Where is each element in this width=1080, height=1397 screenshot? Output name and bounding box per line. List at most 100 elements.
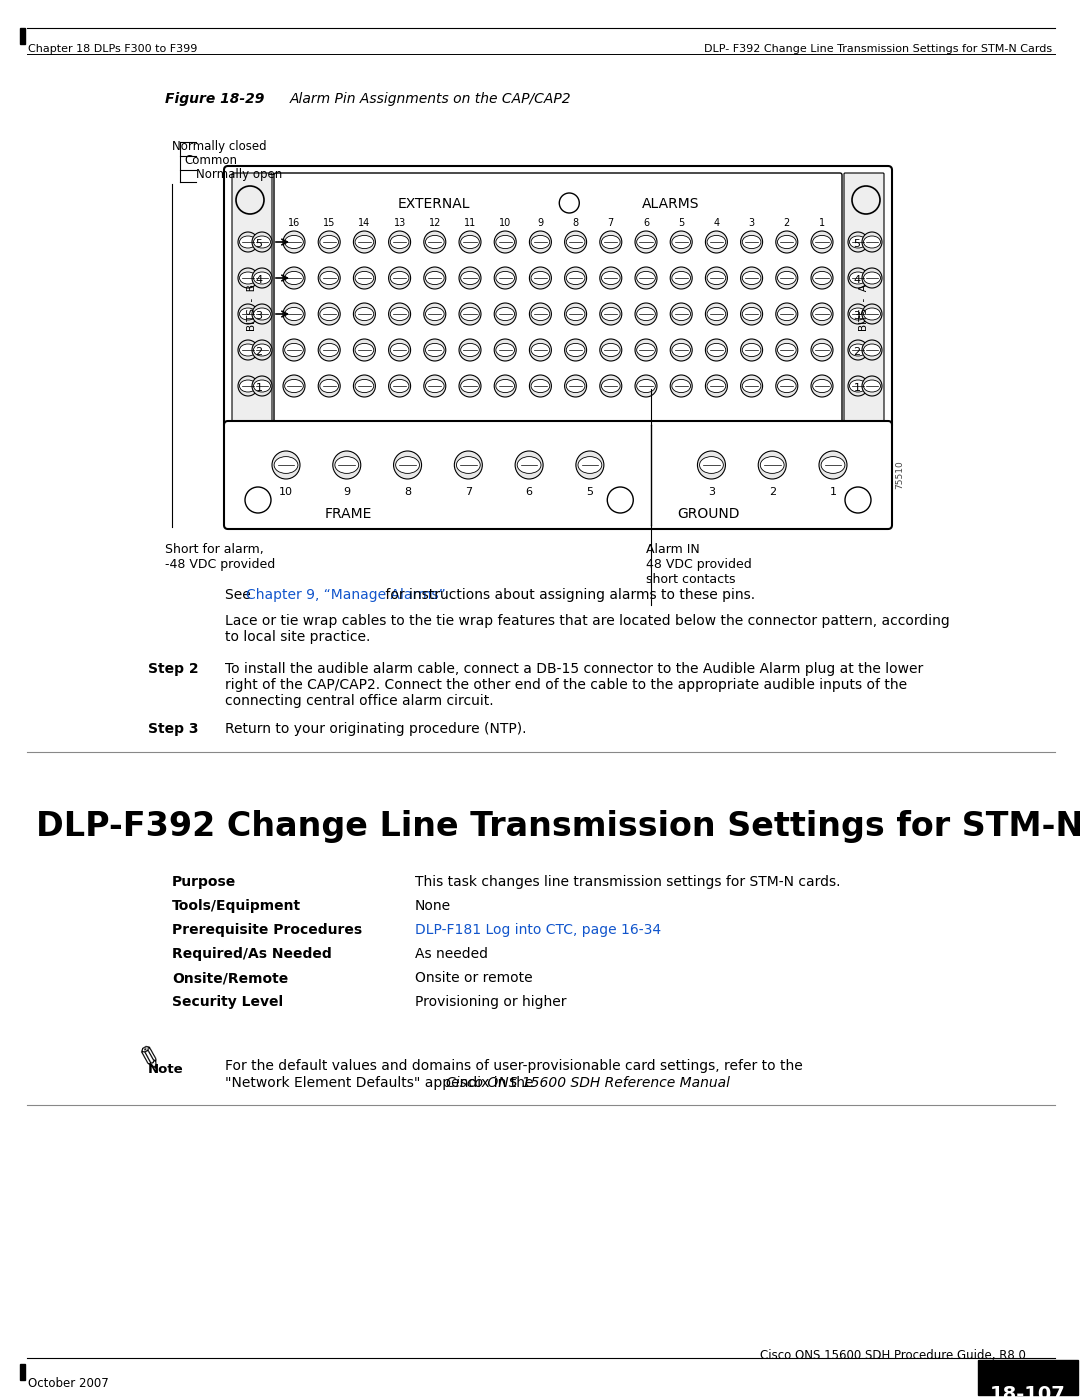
Ellipse shape (602, 344, 620, 356)
Ellipse shape (636, 307, 656, 320)
Ellipse shape (742, 380, 761, 393)
Ellipse shape (742, 236, 761, 249)
Circle shape (862, 339, 882, 360)
Circle shape (495, 267, 516, 289)
Circle shape (565, 374, 586, 397)
Circle shape (635, 303, 657, 326)
Ellipse shape (240, 272, 257, 284)
Circle shape (705, 339, 728, 360)
Ellipse shape (335, 457, 359, 474)
Text: Normally closed: Normally closed (172, 140, 267, 154)
Ellipse shape (602, 307, 620, 320)
Ellipse shape (778, 307, 796, 320)
Circle shape (529, 231, 552, 253)
Text: 5: 5 (256, 239, 262, 249)
Ellipse shape (457, 457, 481, 474)
Text: Alarm IN: Alarm IN (646, 543, 700, 556)
Ellipse shape (672, 380, 690, 393)
Circle shape (848, 232, 868, 251)
Text: For the default values and domains of user-provisionable card settings, refer to: For the default values and domains of us… (225, 1059, 802, 1073)
Ellipse shape (531, 380, 550, 393)
Text: 12: 12 (429, 218, 441, 228)
Ellipse shape (355, 307, 374, 320)
Text: Step 2: Step 2 (148, 662, 199, 676)
Circle shape (705, 267, 728, 289)
Ellipse shape (496, 380, 514, 393)
Ellipse shape (355, 344, 374, 356)
Ellipse shape (707, 271, 726, 285)
Text: 8: 8 (404, 488, 411, 497)
Ellipse shape (390, 380, 409, 393)
Ellipse shape (742, 271, 761, 285)
Text: Cisco ONS 15600 SDH Procedure Guide, R8.0: Cisco ONS 15600 SDH Procedure Guide, R8.… (760, 1350, 1026, 1362)
Circle shape (741, 374, 762, 397)
Text: As needed: As needed (415, 947, 488, 961)
Circle shape (775, 267, 798, 289)
Circle shape (515, 451, 543, 479)
Ellipse shape (320, 380, 338, 393)
Circle shape (635, 231, 657, 253)
Bar (21, 1363, 25, 1380)
Ellipse shape (760, 457, 784, 474)
Text: 2: 2 (769, 488, 775, 497)
Text: 6: 6 (526, 488, 532, 497)
Text: DLP-F181 Log into CTC, page 16-34: DLP-F181 Log into CTC, page 16-34 (415, 923, 661, 937)
Ellipse shape (602, 380, 620, 393)
Ellipse shape (742, 307, 761, 320)
Text: 11: 11 (464, 218, 476, 228)
Circle shape (283, 267, 305, 289)
Circle shape (862, 232, 882, 251)
Circle shape (495, 231, 516, 253)
Circle shape (283, 339, 305, 360)
Text: Short for alarm,: Short for alarm, (165, 543, 264, 556)
Text: Chapter 9, “Manage Alarms”: Chapter 9, “Manage Alarms” (246, 588, 446, 602)
Circle shape (459, 231, 481, 253)
Text: DLP- F392 Change Line Transmission Settings for STM-N Cards: DLP- F392 Change Line Transmission Setti… (704, 43, 1052, 54)
Ellipse shape (812, 307, 832, 320)
Text: Common: Common (184, 154, 237, 168)
Text: 1: 1 (256, 383, 262, 393)
Circle shape (389, 339, 410, 360)
Circle shape (272, 451, 300, 479)
Ellipse shape (778, 380, 796, 393)
Circle shape (758, 451, 786, 479)
Circle shape (238, 268, 258, 288)
Ellipse shape (531, 307, 550, 320)
Circle shape (811, 339, 833, 360)
Ellipse shape (426, 271, 444, 285)
Circle shape (252, 339, 272, 360)
Ellipse shape (390, 307, 409, 320)
Text: 2: 2 (256, 346, 262, 358)
Circle shape (741, 231, 762, 253)
Circle shape (811, 267, 833, 289)
Circle shape (319, 303, 340, 326)
Circle shape (862, 268, 882, 288)
Ellipse shape (496, 307, 514, 320)
Text: 7: 7 (464, 488, 472, 497)
Ellipse shape (707, 344, 726, 356)
FancyBboxPatch shape (274, 173, 842, 422)
Circle shape (529, 374, 552, 397)
Text: connecting central office alarm circuit.: connecting central office alarm circuit. (225, 694, 494, 708)
Text: 9: 9 (343, 488, 350, 497)
Circle shape (353, 339, 376, 360)
Ellipse shape (517, 457, 541, 474)
Text: DLP-F392 Change Line Transmission Settings for STM-N Cards: DLP-F392 Change Line Transmission Settin… (36, 810, 1080, 842)
Circle shape (599, 267, 622, 289)
Text: -48 VDC provided: -48 VDC provided (165, 557, 275, 571)
Ellipse shape (778, 344, 796, 356)
Text: short contacts: short contacts (646, 573, 735, 585)
Circle shape (283, 231, 305, 253)
Ellipse shape (531, 271, 550, 285)
Text: 14: 14 (359, 218, 370, 228)
Circle shape (862, 305, 882, 324)
Text: Return to your originating procedure (NTP).: Return to your originating procedure (NT… (225, 722, 527, 736)
Circle shape (775, 231, 798, 253)
Circle shape (423, 267, 446, 289)
Text: Note: Note (148, 1063, 184, 1076)
Ellipse shape (426, 236, 444, 249)
Circle shape (459, 339, 481, 360)
Circle shape (252, 305, 272, 324)
Circle shape (819, 451, 847, 479)
Ellipse shape (672, 344, 690, 356)
